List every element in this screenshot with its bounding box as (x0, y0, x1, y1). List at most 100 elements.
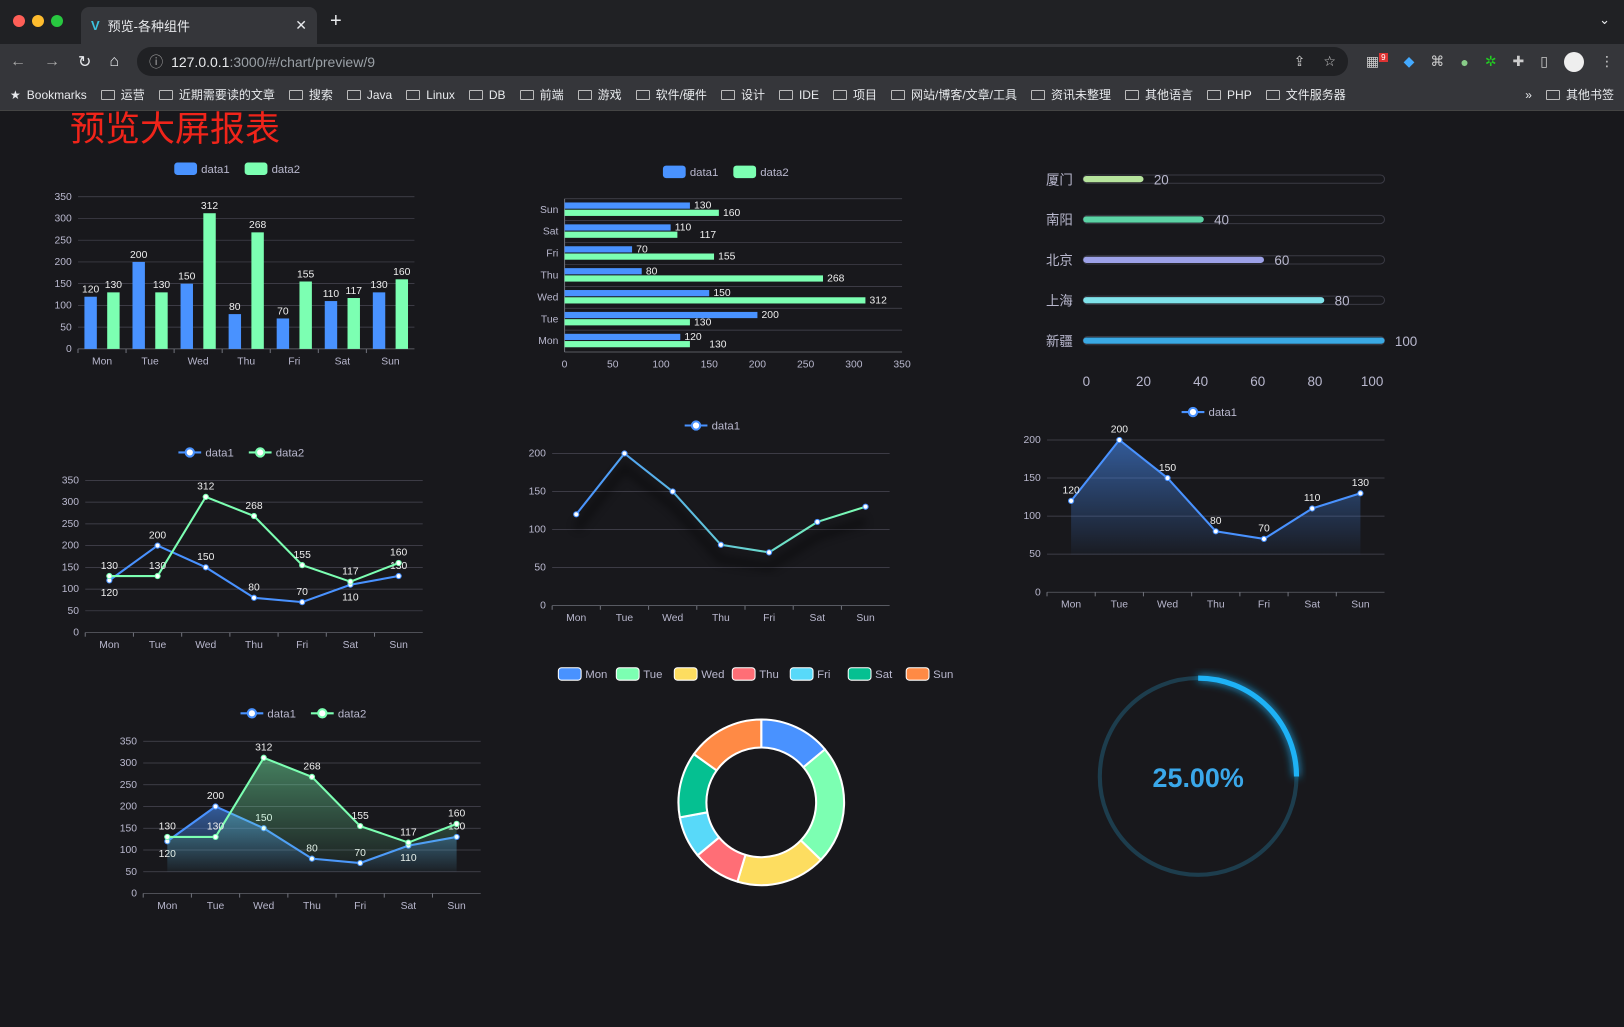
minimize-window-button[interactable] (32, 15, 44, 27)
bookmark-item[interactable]: 运营 (100, 86, 145, 103)
data-point (395, 572, 402, 580)
other-bookmarks[interactable]: 其他书签 (1545, 86, 1614, 103)
bookmark-item[interactable]: 前端 (519, 86, 564, 103)
menu-icon[interactable]: ⋮ (1600, 53, 1614, 69)
bookmark-star-icon[interactable]: ☆ (1323, 53, 1336, 69)
data-point (814, 518, 821, 526)
data-label: 312 (255, 743, 273, 754)
forward-icon[interactable]: → (44, 52, 60, 70)
y-tick-label: Wed (537, 292, 558, 303)
bar-category-label: 北京 (1046, 253, 1073, 268)
data-label: 40 (1214, 213, 1229, 228)
bookmark-label: 运营 (120, 88, 145, 102)
legend-swatch (673, 667, 698, 681)
x-tick-label: Tue (207, 901, 225, 912)
y-tick-label: 200 (120, 802, 138, 813)
browser-tab[interactable]: V 预览-各种组件 ✕ (81, 7, 317, 44)
bookmark-item[interactable]: 搜索 (288, 86, 333, 103)
bookmark-item[interactable]: DB (468, 87, 506, 102)
avatar[interactable] (1564, 51, 1584, 72)
maximize-window-button[interactable] (51, 15, 63, 27)
x-tick-label: 200 (749, 360, 767, 371)
close-tab-icon[interactable]: ✕ (295, 17, 307, 33)
bookmark-item[interactable]: Linux (406, 88, 455, 102)
bookmark-item[interactable]: 项目 (832, 86, 877, 103)
data-label: 80 (646, 266, 658, 277)
bar-data1 (564, 246, 633, 253)
bookmark-item[interactable]: Java (346, 88, 392, 102)
close-window-button[interactable] (13, 15, 25, 27)
legend-marker (246, 708, 258, 719)
bar-data1 (276, 318, 290, 349)
data-label: 268 (249, 220, 267, 231)
data-label: 312 (870, 295, 888, 306)
gem-extension-icon[interactable]: ◆ (1403, 53, 1415, 69)
bookmark-label: 文件服务器 (1285, 88, 1346, 102)
back-icon[interactable]: ← (10, 52, 26, 70)
x-tick-label: Sun (447, 901, 466, 912)
bookmark-item[interactable]: 设计 (720, 86, 765, 103)
bookmark-item[interactable]: 资讯未整理 (1031, 86, 1111, 103)
extension-icon[interactable]: ● (1460, 53, 1469, 70)
x-tick-label: 60 (1250, 374, 1265, 389)
legend-label-Fri: Fri (817, 669, 830, 681)
extension-icon[interactable]: ⌘ (1430, 53, 1445, 69)
reload-icon[interactable]: ↻ (78, 53, 92, 71)
more-bookmarks-button[interactable]: » (1525, 87, 1532, 102)
y-tick-label: 350 (120, 736, 138, 747)
y-tick-label: 150 (55, 279, 73, 290)
data-label: 200 (1111, 425, 1129, 436)
data-point (164, 833, 171, 841)
folder-icon (635, 89, 650, 100)
progress-fill (1083, 337, 1385, 344)
x-tick-label: 350 (893, 360, 911, 371)
bookmark-item[interactable]: 游戏 (577, 86, 622, 103)
extension-icon[interactable]: ▦ 9 (1365, 53, 1388, 69)
toolbar: ← → ↻ ⌂ ⓘ 127.0.0.1:3000/#/chart/preview/9 ⇪ ☆… (0, 44, 1624, 79)
x-tick-label: Tue (1111, 600, 1129, 611)
bookmark-item[interactable]: 近期需要读的文章 (158, 86, 275, 103)
y-tick-label: 350 (55, 192, 73, 203)
bookmark-item[interactable]: IDE (778, 87, 819, 102)
y-tick-label: 100 (120, 845, 138, 856)
data-label: 160 (723, 208, 741, 219)
sidepanel-icon[interactable]: ▯ (1540, 53, 1548, 69)
extension-icon[interactable]: ✲ (1484, 53, 1497, 69)
x-tick-label: Mon (157, 901, 177, 912)
bookmark-item[interactable]: ★ Bookmarks (10, 88, 87, 102)
new-tab-button[interactable]: + (330, 10, 342, 32)
bookmark-item[interactable]: 文件服务器 (1265, 86, 1346, 103)
bookmark-label: DB (488, 87, 506, 102)
x-tick-label: Wed (188, 356, 209, 367)
y-tick-label: 50 (125, 867, 137, 878)
url-path: :3000/#/chart/preview/9 (229, 53, 375, 70)
bookmark-item[interactable]: 其他语言 (1125, 86, 1193, 103)
bookmark-label: 项目 (852, 88, 877, 102)
x-tick-label: 100 (652, 360, 670, 371)
data-label: 100 (1395, 334, 1417, 349)
share-icon[interactable]: ⇪ (1293, 53, 1306, 69)
x-tick-label: Thu (237, 356, 255, 367)
x-tick-label: Wed (662, 613, 683, 624)
x-tick-label: 40 (1193, 374, 1208, 389)
puzzle-icon[interactable]: ✚ (1512, 53, 1525, 69)
data-label: 80 (248, 583, 260, 594)
data-label: 200 (762, 310, 780, 321)
data-label: 150 (713, 288, 731, 299)
tab-search-icon[interactable]: ⌄ (1599, 12, 1610, 27)
x-tick-label: Sun (1351, 600, 1370, 611)
legend-swatch (731, 667, 756, 681)
home-icon[interactable]: ⌂ (109, 52, 120, 70)
data-label: 120 (82, 285, 100, 296)
address-bar[interactable]: ⓘ 127.0.0.1:3000/#/chart/preview/9 ⇪ ☆ (137, 47, 1348, 76)
x-tick-label: 20 (1136, 374, 1151, 389)
legend-label-data1: data1 (205, 448, 233, 460)
data-point (766, 549, 773, 556)
data-point (395, 559, 402, 567)
bar-data1 (228, 314, 242, 349)
folder-icon (346, 89, 361, 100)
bookmark-item[interactable]: 软件/硬件 (635, 86, 707, 103)
bookmark-item[interactable]: 网站/博客/文章/工具 (890, 86, 1017, 103)
bookmark-label: IDE (798, 87, 819, 102)
bookmark-item[interactable]: PHP (1207, 88, 1252, 102)
